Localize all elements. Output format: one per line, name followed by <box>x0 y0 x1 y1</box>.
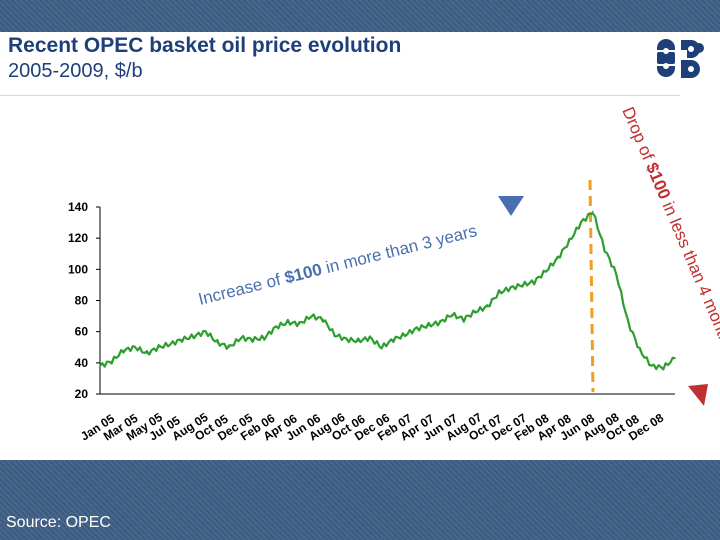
y-tick-label: 140 <box>68 200 88 214</box>
increase-annotation: Increase of $100 in more than 3 years <box>196 221 478 309</box>
data-point <box>638 349 641 352</box>
data-point <box>146 352 148 355</box>
data-point <box>404 333 406 336</box>
data-point <box>556 257 559 260</box>
opec-logo-icon <box>657 39 704 78</box>
data-point <box>592 210 594 213</box>
data-point <box>357 340 359 342</box>
data-point <box>462 318 465 321</box>
y-tick-label: 100 <box>68 262 88 276</box>
data-point <box>322 318 324 321</box>
data-point <box>580 221 582 224</box>
data-point <box>333 333 336 336</box>
y-tick-label: 80 <box>75 294 89 308</box>
data-point <box>204 330 207 333</box>
data-point <box>603 248 606 250</box>
drop-prefix: Drop of <box>618 104 659 167</box>
data-point <box>369 337 371 339</box>
data-point <box>674 357 676 359</box>
data-point <box>439 321 442 324</box>
data-point <box>122 349 125 352</box>
data-point <box>310 315 313 317</box>
data-point <box>474 310 477 313</box>
y-tick-label: 60 <box>75 325 89 339</box>
bottom-bar <box>0 460 720 540</box>
data-point <box>533 281 535 283</box>
chart-title: Recent OPEC basket oil price evolution <box>8 34 402 57</box>
data-point <box>240 337 242 339</box>
data-point <box>216 341 219 344</box>
data-point <box>427 324 430 327</box>
data-point <box>451 313 453 316</box>
data-point <box>627 321 629 324</box>
data-point <box>568 240 571 243</box>
data-point <box>650 365 653 367</box>
drop-annotation: Drop of $100 in less than 4 months <box>618 104 720 354</box>
y-tick-label: 40 <box>75 356 89 370</box>
increase-suffix: in more than 3 years <box>319 221 479 278</box>
data-point <box>486 305 489 308</box>
source-note: Source: OPEC <box>6 514 111 531</box>
data-point <box>615 273 618 275</box>
increase-amount: $100 <box>283 260 324 288</box>
data-point <box>392 338 395 341</box>
series-points <box>99 210 676 369</box>
data-point <box>181 338 183 341</box>
data-point <box>99 365 101 367</box>
data-point <box>509 287 512 289</box>
y-tick-label: 120 <box>68 231 88 245</box>
chart-subtitle: 2005-2009, $/b <box>8 60 143 82</box>
drop-suffix: in less than 4 months <box>657 195 720 355</box>
data-point <box>416 327 418 330</box>
data-point <box>251 338 254 341</box>
data-point <box>662 366 665 369</box>
slide-panel <box>0 32 720 460</box>
top-bar <box>0 0 720 32</box>
data-point <box>298 323 301 325</box>
data-point <box>110 360 113 363</box>
increase-triangle-icon <box>498 196 524 216</box>
drop-triangle-icon <box>688 384 708 406</box>
y-axis: 20 40 60 80 100 120 140 <box>68 200 101 401</box>
data-point <box>169 343 172 345</box>
data-point <box>380 346 383 349</box>
data-point <box>193 335 195 338</box>
peak-marker-line <box>588 179 595 393</box>
series-line <box>99 212 676 371</box>
data-point <box>345 338 348 341</box>
data-point <box>157 346 160 349</box>
data-point <box>275 326 277 328</box>
increase-prefix: Increase of <box>196 269 287 309</box>
data-point <box>521 284 524 286</box>
data-point <box>134 346 137 349</box>
data-point <box>228 346 230 349</box>
data-point <box>545 270 547 272</box>
data-point <box>498 291 500 294</box>
data-point <box>263 337 266 339</box>
y-tick-label: 20 <box>75 387 89 401</box>
data-point <box>286 321 289 324</box>
title-divider <box>0 95 680 96</box>
